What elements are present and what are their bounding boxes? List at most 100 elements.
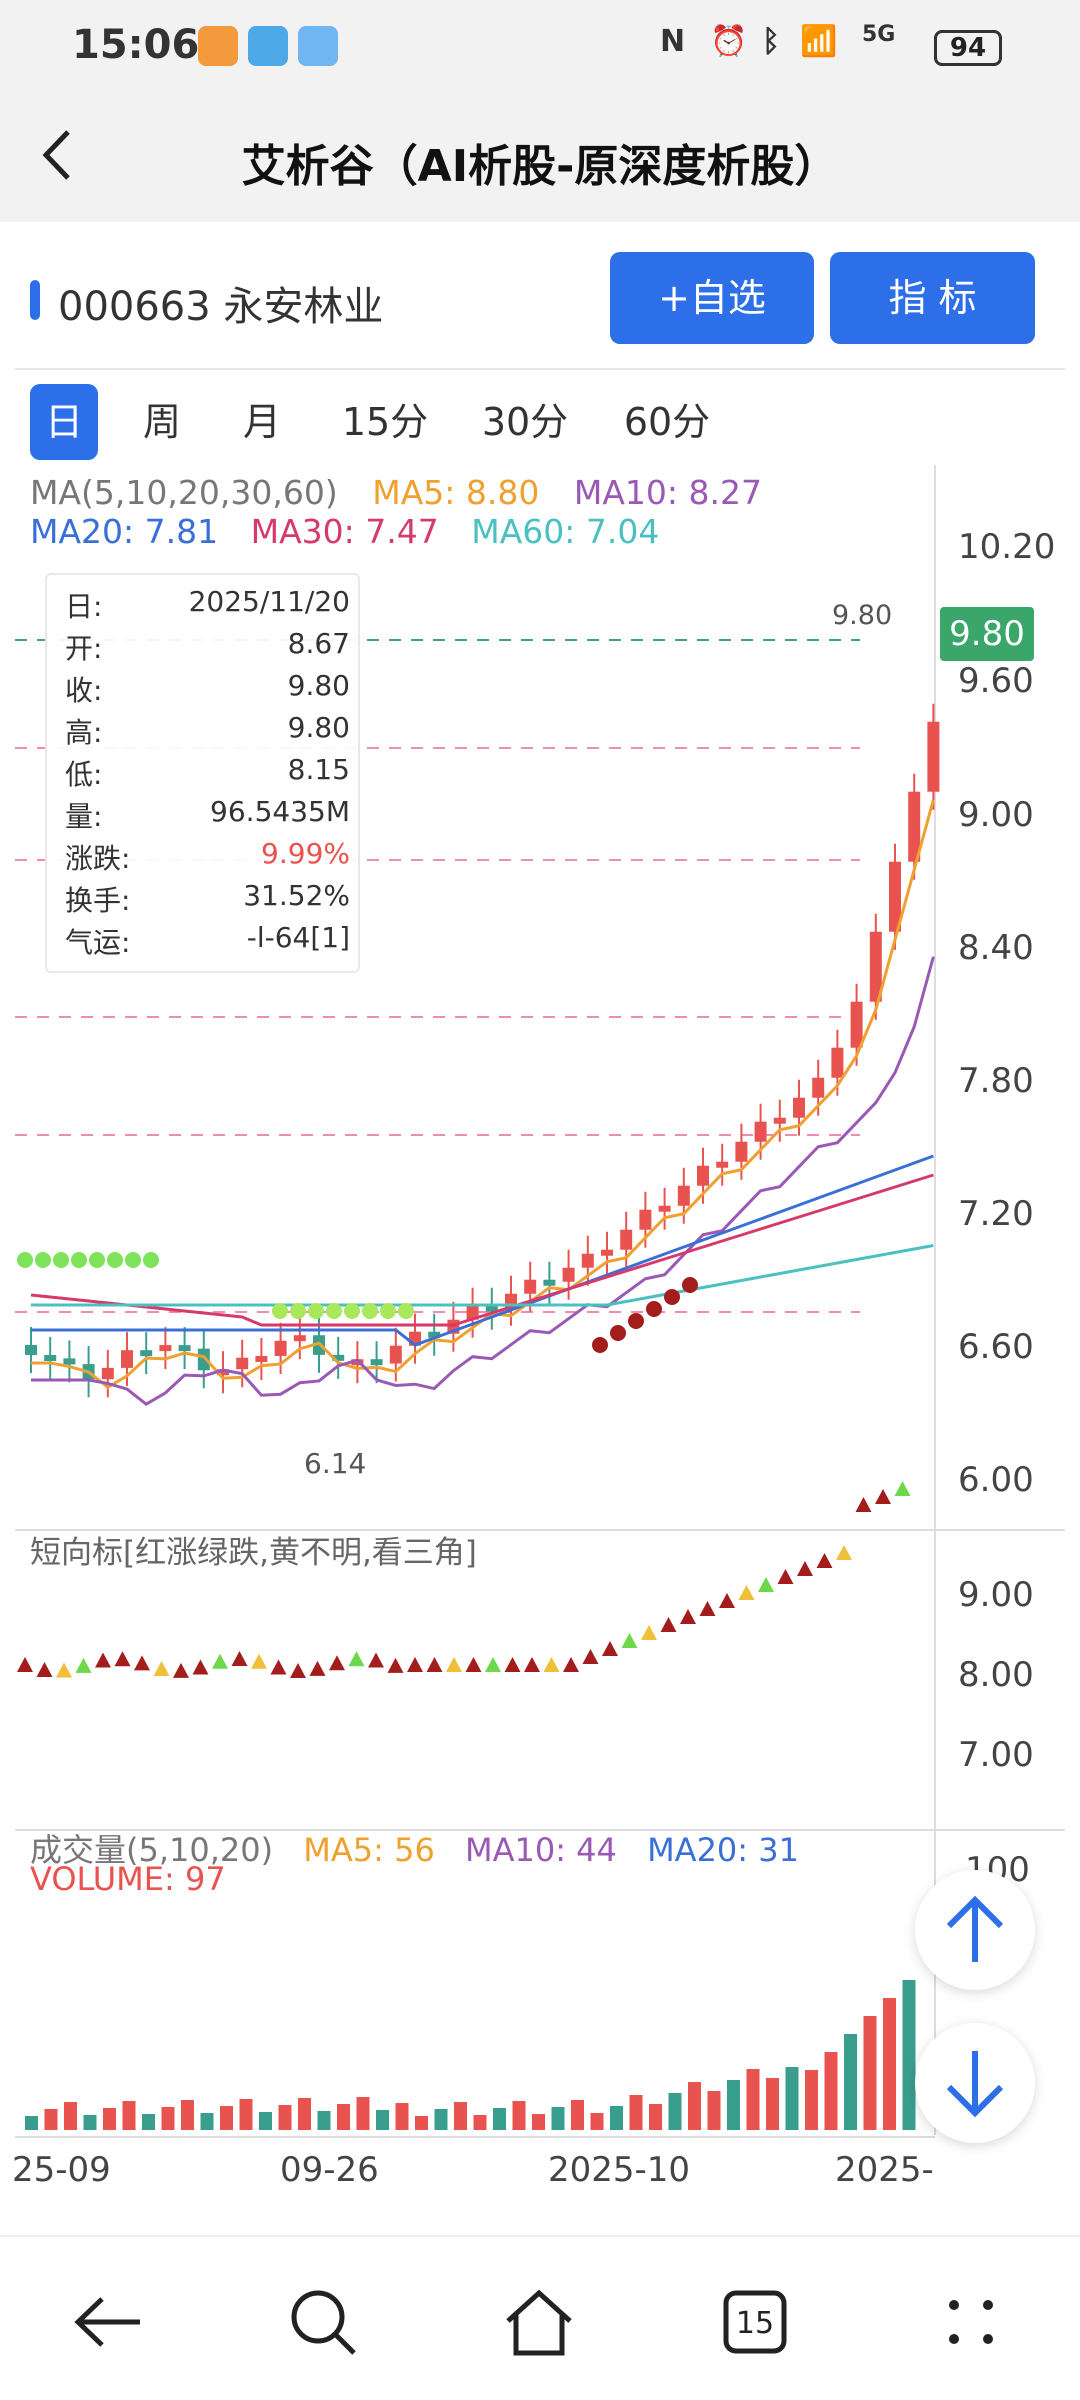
short-triangle xyxy=(36,1662,53,1678)
volume-bar xyxy=(590,2113,604,2130)
nfc-icon: N xyxy=(660,24,686,59)
signal-dot xyxy=(592,1337,608,1353)
tab-15min[interactable]: 15分 xyxy=(341,400,429,444)
candle-body xyxy=(831,1047,844,1078)
candle-body xyxy=(140,1350,153,1357)
short-triangle xyxy=(563,1657,579,1672)
candle-body xyxy=(44,1355,57,1361)
chart-area[interactable]: MA(5,10,20,30,60) MA5: 8.80 MA10: 8.27 M… xyxy=(0,465,1080,2235)
short-axis-label: 9.00 xyxy=(958,1575,1034,1615)
signal-dot xyxy=(646,1301,662,1317)
current-price-tag: 9.80 xyxy=(940,607,1034,661)
candle-body xyxy=(428,1331,441,1338)
signal-dot xyxy=(125,1252,141,1268)
short-triangle xyxy=(231,1651,248,1666)
volume-bar xyxy=(278,2105,292,2130)
volume-bar xyxy=(473,2115,487,2130)
short-triangle xyxy=(17,1657,33,1672)
short-triangle xyxy=(894,1481,911,1496)
candle-body xyxy=(869,931,882,1002)
ma60-label: MA60: 7.04 xyxy=(471,512,660,551)
status-bar: 15:06 N ⏰ ᛒ 📶 5G 94 xyxy=(0,0,1080,92)
candle-body xyxy=(697,1165,709,1186)
ma60-line xyxy=(31,1244,934,1307)
candle-body xyxy=(332,1354,345,1361)
volume-bar xyxy=(571,2100,584,2130)
indicator-button[interactable]: 指 标 xyxy=(830,252,1035,344)
stock-code-name: 000663 永安林业 xyxy=(58,284,384,330)
signal-dot xyxy=(380,1303,396,1319)
short-triangle xyxy=(75,1657,92,1673)
volume-bar xyxy=(122,2101,136,2130)
volume-bar xyxy=(863,2016,877,2130)
info-high: 高: 9.80 xyxy=(65,711,350,749)
short-triangle xyxy=(309,1660,326,1676)
battery-indicator: 94 xyxy=(934,30,1002,66)
short-triangle xyxy=(270,1659,287,1675)
candle-info-box: 日: 2025/11/20 开: 8.67 收: 9.80 高: 9.80 低: 8.15… xyxy=(45,573,360,973)
candle-body xyxy=(850,1001,863,1048)
candle-body xyxy=(25,1345,37,1355)
candle-body xyxy=(159,1345,172,1352)
vol-ma5-label: MA5: 56 xyxy=(303,1831,435,1869)
signal-dot xyxy=(35,1252,51,1268)
candle-body xyxy=(735,1141,748,1162)
volume-bar xyxy=(454,2102,467,2130)
volume-bar xyxy=(259,2112,272,2130)
tab-month[interactable]: 月 xyxy=(242,400,281,444)
short-triangle xyxy=(426,1657,443,1672)
volume-bar xyxy=(824,2052,838,2130)
price-axis-label: 7.20 xyxy=(958,1194,1034,1234)
signal-dot xyxy=(272,1303,288,1319)
candle-body xyxy=(466,1305,479,1320)
short-triangle xyxy=(582,1649,599,1664)
short-triangle xyxy=(797,1561,813,1576)
tab-week[interactable]: 周 xyxy=(142,400,181,444)
scroll-down-button[interactable] xyxy=(915,2023,1035,2143)
tab-day[interactable]: 日 xyxy=(30,384,98,460)
volume-bar xyxy=(902,1980,916,2130)
signal-dot xyxy=(362,1303,378,1319)
info-change: 涨跌: 9.99% xyxy=(65,837,350,875)
candle-body xyxy=(562,1267,575,1282)
tabs-icon[interactable]: 15 xyxy=(710,2277,800,2367)
bluetooth-icon: ᛒ xyxy=(762,24,780,59)
signal-dot xyxy=(398,1303,414,1319)
short-triangle xyxy=(387,1657,404,1673)
candle-body xyxy=(543,1279,556,1286)
info-volume: 量: 96.5435M xyxy=(65,795,350,833)
ma5-label: MA5: 8.80 xyxy=(372,473,540,512)
candle-body xyxy=(524,1279,537,1294)
short-axis-label: 7.00 xyxy=(958,1735,1034,1775)
home-icon[interactable] xyxy=(494,2277,584,2367)
weather-notification-icon xyxy=(298,26,338,66)
network-label: 5G xyxy=(862,22,896,47)
back-icon[interactable] xyxy=(62,2277,152,2367)
candle-body xyxy=(658,1205,671,1212)
ma-legend-row2: MA20: 7.81 MA30: 7.47 MA60: 7.04 xyxy=(30,512,659,551)
more-menu-icon[interactable] xyxy=(926,2277,1016,2367)
signal-dot xyxy=(53,1252,69,1268)
scroll-up-button[interactable] xyxy=(915,1870,1035,1990)
signal-dot xyxy=(344,1303,360,1319)
volume-bar xyxy=(883,1998,896,2130)
info-turnover: 换手: 31.52% xyxy=(65,879,350,917)
period-tabs: 日 周 月 15分 30分 60分 xyxy=(0,380,1080,460)
back-arrow-icon[interactable] xyxy=(30,120,90,190)
volume-bar xyxy=(688,2082,701,2130)
volume-bar xyxy=(493,2108,506,2130)
short-triangle xyxy=(446,1657,462,1672)
tab-60min[interactable]: 60分 xyxy=(623,400,711,444)
info-close: 收: 9.80 xyxy=(65,669,350,707)
date-axis-label: 09-26 xyxy=(280,2150,379,2190)
candle-body xyxy=(677,1185,690,1206)
date-axis-label: 2025-10 xyxy=(548,2150,691,2190)
min-price-label: 6.14 xyxy=(304,1447,367,1480)
short-triangle xyxy=(465,1657,482,1672)
tab-30min[interactable]: 30分 xyxy=(481,400,569,444)
candle-body xyxy=(793,1097,805,1118)
volume-bar xyxy=(766,2078,779,2130)
short-triangle xyxy=(758,1577,774,1592)
add-watchlist-button[interactable]: +自选 xyxy=(610,252,814,344)
search-icon[interactable] xyxy=(278,2277,368,2367)
